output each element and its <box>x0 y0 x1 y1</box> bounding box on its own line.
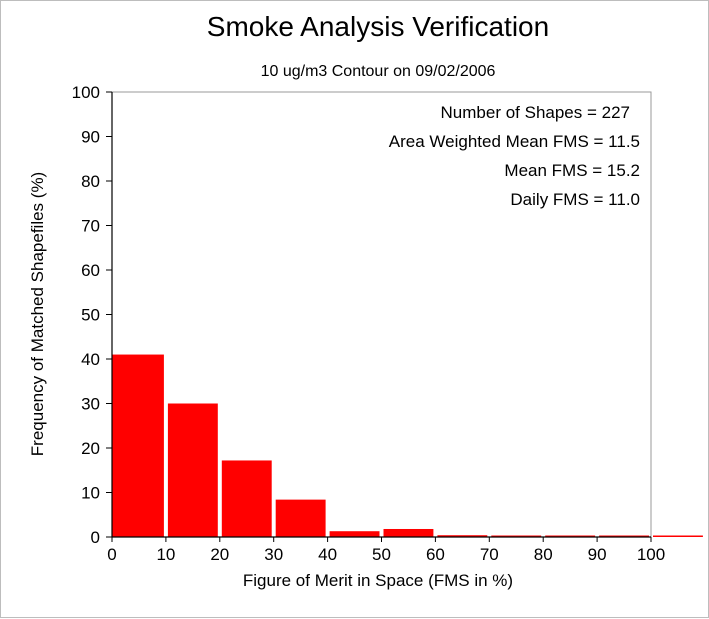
stat-area-weighted-mean-fms: Area Weighted Mean FMS = 11.5 <box>389 132 640 151</box>
x-tick-label: 80 <box>534 545 553 564</box>
y-axis-ticks: 0 10 20 30 40 50 60 70 80 90 100 <box>72 83 112 547</box>
y-tick-label: 90 <box>81 128 100 147</box>
y-axis-label: Frequency of Matched Shapefiles (%) <box>28 172 47 456</box>
stats-annotations: Number of Shapes = 227 Area Weighted Mea… <box>389 103 640 209</box>
x-tick-label: 40 <box>318 545 337 564</box>
chart-title: Smoke Analysis Verification <box>207 11 549 42</box>
chart-subtitle: 10 ug/m3 Contour on 09/02/2006 <box>261 63 496 80</box>
y-tick-label: 80 <box>81 172 100 191</box>
stat-daily-fms: Daily FMS = 11.0 <box>510 190 640 209</box>
stat-mean-fms: Mean FMS = 15.2 <box>504 161 640 180</box>
histogram-bar <box>275 499 326 537</box>
x-tick-label: 100 <box>637 545 665 564</box>
histogram-bar <box>329 531 380 537</box>
y-tick-label: 20 <box>81 439 100 458</box>
y-tick-label: 70 <box>81 217 100 236</box>
y-tick-label: 100 <box>72 83 100 102</box>
y-tick-label: 40 <box>81 350 100 369</box>
x-axis-label: Figure of Merit in Space (FMS in %) <box>243 571 513 590</box>
y-tick-label: 50 <box>81 306 100 325</box>
x-axis-ticks: 0 10 20 30 40 50 60 70 80 90 100 <box>107 537 665 564</box>
bars-group <box>112 354 703 537</box>
x-tick-label: 10 <box>156 545 175 564</box>
y-tick-label: 0 <box>91 528 100 547</box>
histogram-bar <box>167 403 218 537</box>
histogram-bar <box>653 535 703 537</box>
x-tick-label: 90 <box>588 545 607 564</box>
histogram-bar <box>221 460 272 537</box>
histogram-bar <box>545 535 596 537</box>
stat-number-of-shapes: Number of Shapes = 227 <box>441 103 630 122</box>
x-tick-label: 0 <box>107 545 116 564</box>
x-tick-label: 30 <box>264 545 283 564</box>
x-tick-label: 20 <box>210 545 229 564</box>
y-tick-label: 60 <box>81 261 100 280</box>
histogram-bar <box>437 535 488 537</box>
y-tick-label: 30 <box>81 395 100 414</box>
x-tick-label: 50 <box>372 545 391 564</box>
histogram-bar <box>491 535 542 537</box>
histogram-bar <box>112 354 164 537</box>
x-tick-label: 60 <box>426 545 445 564</box>
histogram-bar <box>383 528 434 537</box>
y-tick-label: 10 <box>81 484 100 503</box>
x-tick-label: 70 <box>480 545 499 564</box>
histogram-bar <box>599 535 649 537</box>
